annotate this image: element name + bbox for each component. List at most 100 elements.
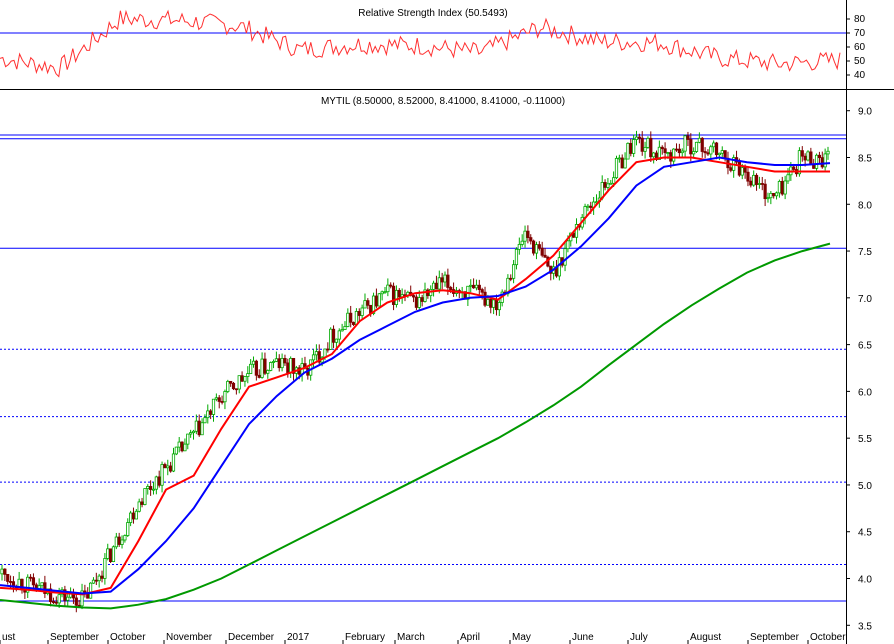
candle-body	[714, 142, 719, 156]
candle-body	[189, 432, 193, 435]
candle-body	[57, 594, 61, 604]
candle-body	[31, 577, 36, 586]
candle-body	[331, 328, 336, 343]
candle-body	[163, 464, 167, 469]
candle-body	[349, 312, 353, 323]
candle-body	[783, 180, 787, 195]
candle-body	[100, 575, 104, 579]
candle-body	[706, 152, 710, 155]
candle-body	[28, 576, 33, 579]
price-tick-label: 9.0	[858, 107, 872, 118]
candle-body	[197, 420, 201, 436]
candle-body	[343, 326, 347, 330]
candle-body	[380, 291, 384, 295]
candle-body	[637, 136, 641, 139]
candle-body	[160, 464, 164, 486]
candle-body	[483, 291, 487, 306]
x-tick-label: May	[512, 632, 531, 643]
candle-body	[54, 601, 58, 604]
candle-body	[746, 171, 750, 182]
candle-body	[157, 476, 161, 486]
candle-body	[443, 274, 447, 283]
candle-body	[480, 289, 484, 293]
candle-body	[223, 391, 227, 403]
candle-body	[397, 289, 401, 298]
candle-body	[800, 150, 804, 157]
candle-body	[286, 362, 290, 374]
x-tick-label: October	[810, 632, 846, 643]
price-tick-label: 7.0	[858, 294, 872, 305]
candle-body	[774, 192, 779, 197]
candle-body	[657, 146, 661, 160]
candle-body	[649, 137, 653, 158]
candle-body	[692, 151, 696, 155]
candle-body	[469, 284, 473, 287]
candle-body	[680, 150, 684, 154]
candle-body	[366, 300, 370, 306]
candle-body	[754, 174, 759, 185]
candle-body	[94, 579, 98, 582]
candle-body	[114, 536, 118, 548]
candle-body	[677, 148, 681, 154]
candle-body	[206, 410, 210, 419]
candle-body	[129, 512, 133, 523]
candle-body	[26, 576, 30, 593]
candle-body	[643, 146, 647, 152]
candle-body	[40, 582, 44, 587]
candle-body	[534, 244, 539, 254]
candle-body	[123, 535, 127, 541]
rsi-series-line	[0, 9, 841, 78]
candle-body	[803, 155, 807, 161]
candle-body	[177, 441, 181, 448]
candle-body	[526, 230, 530, 238]
candle-body	[260, 358, 264, 378]
candle-body	[249, 363, 253, 374]
candle-body	[97, 575, 101, 582]
candle-body	[777, 181, 782, 194]
x-tick-label: April	[460, 632, 480, 643]
candle-body	[806, 151, 810, 161]
candle-body	[240, 375, 244, 382]
candle-body	[377, 293, 381, 307]
candle-body	[786, 174, 790, 182]
candle-body	[797, 150, 802, 175]
candle-body	[729, 167, 733, 171]
moving-average-blue	[0, 156, 831, 595]
candle-body	[766, 197, 770, 200]
candle-body	[512, 264, 516, 279]
candle-body	[537, 244, 541, 249]
candle-body	[557, 257, 561, 277]
candle-body	[314, 351, 318, 356]
candle-body	[357, 311, 361, 316]
x-tick-label: October	[110, 632, 146, 643]
candle-body	[474, 284, 479, 289]
candle-body	[151, 488, 156, 491]
candle-body	[309, 359, 313, 376]
price-tick-label: 5.5	[858, 434, 872, 445]
candle-body	[109, 548, 113, 562]
x-tick-label: September	[50, 632, 100, 643]
candle-body	[311, 354, 316, 361]
candle-body	[780, 181, 784, 195]
candle-body	[623, 158, 627, 169]
candle-body	[111, 546, 116, 562]
candle-body	[391, 285, 396, 305]
candle-body	[440, 277, 444, 283]
candle-body	[817, 154, 822, 159]
candle-body	[8, 581, 13, 583]
candle-body	[120, 539, 124, 545]
candle-body	[200, 422, 204, 436]
candle-body	[209, 410, 213, 415]
candle-body	[506, 277, 510, 295]
candle-body	[246, 373, 250, 377]
candle-body	[329, 328, 333, 350]
candle-body	[66, 596, 70, 601]
rsi-tick-label: 50	[854, 56, 866, 67]
candle-body	[497, 302, 501, 311]
rsi-tick-label: 40	[854, 70, 866, 81]
candle-body	[674, 148, 679, 151]
price-tick-label: 3.5	[858, 621, 872, 632]
candle-body	[154, 476, 158, 490]
candle-body	[243, 376, 247, 382]
